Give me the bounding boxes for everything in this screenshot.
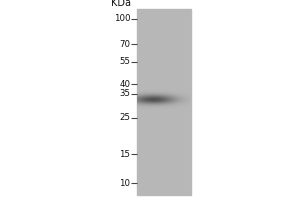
Text: 40: 40 bbox=[119, 80, 130, 89]
Text: 55: 55 bbox=[119, 57, 130, 66]
Text: 10: 10 bbox=[119, 179, 130, 188]
Bar bbox=[136, 9, 190, 195]
Text: 25: 25 bbox=[119, 113, 130, 122]
Text: 100: 100 bbox=[114, 14, 130, 23]
Text: 35: 35 bbox=[119, 89, 130, 98]
Text: 70: 70 bbox=[119, 40, 130, 49]
Text: KDa: KDa bbox=[110, 0, 130, 8]
Text: 15: 15 bbox=[119, 150, 130, 159]
